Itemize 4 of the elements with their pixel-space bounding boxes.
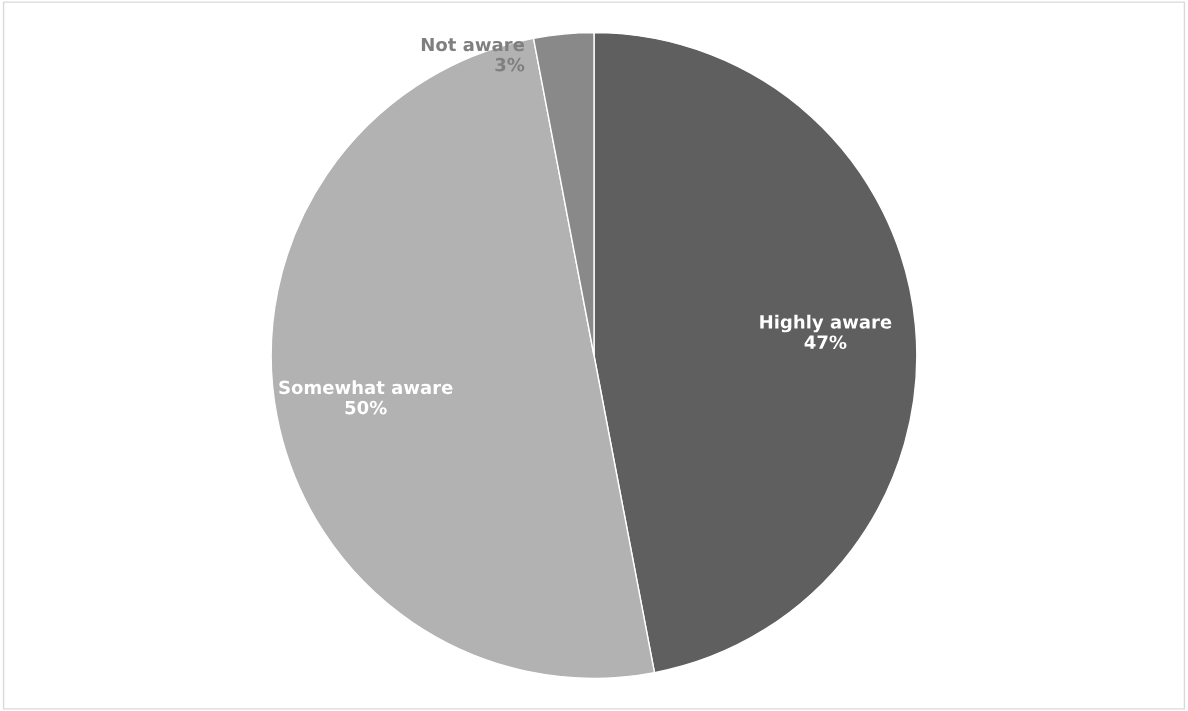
- slice-label: Somewhat aware: [279, 380, 453, 395]
- slice-label: Highly aware: [760, 314, 892, 333]
- data-label: 50%: [345, 400, 387, 415]
- data-label: 47%: [804, 335, 847, 350]
